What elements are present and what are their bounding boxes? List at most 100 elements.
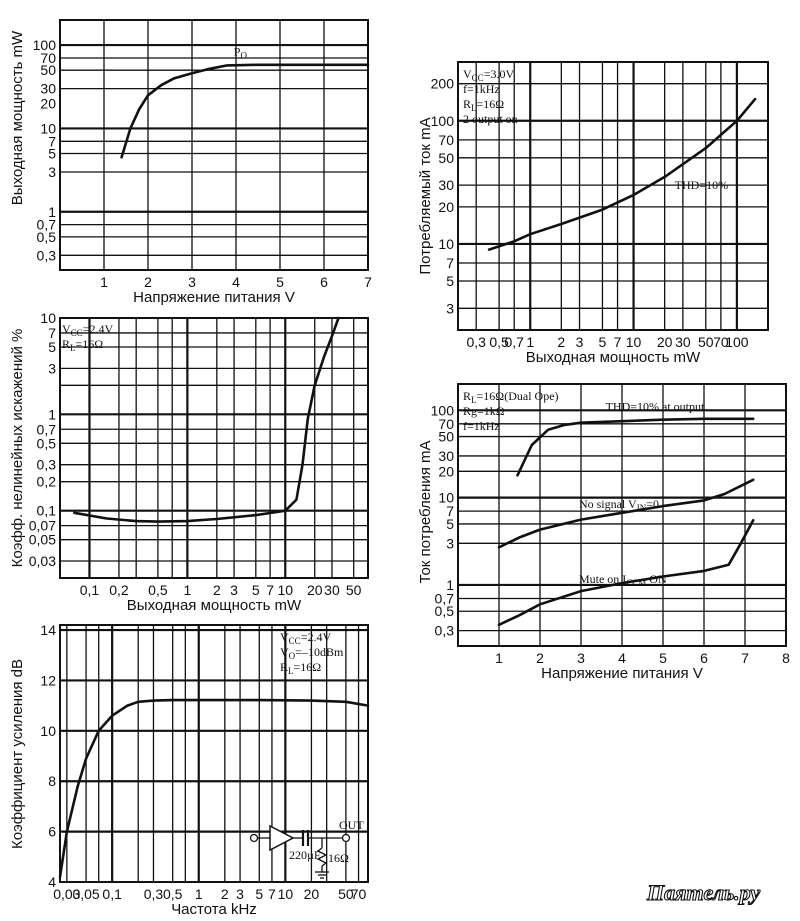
y-tick-label: 100 — [431, 113, 455, 129]
y-tick-label: 0,5 — [37, 229, 57, 245]
x-tick-label: 7 — [268, 886, 276, 902]
x-tick-label: 6 — [700, 650, 708, 666]
y-axis-title: Ток потребления mA — [417, 440, 434, 583]
y-tick-label: 0,05 — [29, 532, 56, 548]
x-tick-label: 3 — [577, 650, 585, 666]
x-axis-title: Выходная мощность mW — [526, 349, 701, 366]
plot-frame — [59, 317, 369, 579]
series-label: THD=10% at output — [606, 399, 705, 413]
series-line — [497, 519, 755, 627]
series-label: PO — [234, 44, 248, 60]
condition-note: VCC=2.4V — [62, 322, 113, 338]
resistor-symbol — [316, 847, 328, 867]
y-tick-label: 3 — [446, 535, 454, 551]
y-tick-label: 70 — [438, 416, 454, 432]
y-tick-label: 12 — [40, 672, 56, 688]
y-tick-label: 10 — [40, 120, 56, 136]
condition-note: RL=16Ω — [62, 337, 103, 353]
condition-note: Rg=1kΩ — [463, 404, 505, 418]
x-axis-title: Частота kHz — [171, 901, 257, 918]
chart-gain-vs-frequency: 0,030,05 0,1 0,3 0,5 1 2 3 5 7 10 20 5070468101214Ч… — [9, 622, 370, 918]
x-tick-label: 2 — [557, 334, 565, 350]
x-tick-label: 1 — [526, 334, 534, 350]
x-tick-label: 0,3 — [466, 334, 486, 350]
x-tick-label: 6 — [320, 274, 328, 290]
condition-note: VCC=3.0V — [463, 67, 514, 83]
x-tick-label: 0,3 — [144, 886, 164, 902]
y-tick-label: 14 — [40, 622, 56, 638]
x-tick-label: 1 — [100, 274, 108, 290]
y-tick-label: 10 — [40, 310, 56, 326]
y-tick-label: 0,2 — [37, 474, 57, 490]
condition-note: f=1kHz — [463, 82, 500, 96]
x-tick-label: 10 — [278, 886, 294, 902]
x-tick-label: 1 — [183, 582, 191, 598]
x-tick-label: 5 — [659, 650, 667, 666]
y-tick-label: 10 — [438, 236, 454, 252]
y-tick-label: 0,1 — [37, 503, 57, 519]
condition-note: 2 output on — [463, 112, 518, 126]
plot-frame — [457, 383, 787, 647]
x-tick-label: 30 — [675, 334, 691, 350]
x-tick-label: 2 — [144, 274, 152, 290]
series-line — [120, 63, 370, 159]
series-line — [73, 316, 340, 523]
x-tick-label: 0,1 — [102, 886, 122, 902]
x-tick-label: 4 — [232, 274, 240, 290]
x-tick-label: 5 — [252, 582, 260, 598]
condition-note: RL=16Ω(Dual Ope) — [463, 389, 559, 405]
y-tick-label: 0,7 — [37, 421, 57, 437]
x-tick-label: 20 — [304, 886, 320, 902]
x-axis-title: Выходная мощность mW — [127, 597, 302, 614]
x-tick-label: 50 — [338, 886, 354, 902]
x-tick-label: 7 — [614, 334, 622, 350]
y-tick-label: 4 — [48, 874, 56, 890]
x-tick-label: 30 — [324, 582, 340, 598]
x-tick-label: 10 — [277, 582, 293, 598]
output-label: OUT — [339, 818, 364, 832]
x-tick-label: 3 — [576, 334, 584, 350]
series-line — [516, 417, 755, 477]
chart-current-vs-output-power: 0,3 0,50,7 1 2 3 5 7 10 20 30 50 701003571020305070… — [417, 61, 769, 366]
y-tick-label: 3 — [446, 300, 454, 316]
series-label: No signal VIN=0 — [579, 497, 659, 513]
y-tick-label: 1 — [48, 204, 56, 220]
y-tick-label: 0,7 — [37, 217, 57, 233]
x-tick-label: 2 — [213, 582, 221, 598]
x-tick-label: 0,03 — [53, 886, 80, 902]
x-tick-label: 2 — [536, 650, 544, 666]
x-tick-label: 7 — [364, 274, 372, 290]
y-tick-label: 7 — [48, 133, 56, 149]
site-watermark: Паяmель.ру — [646, 880, 760, 905]
y-axis-title: Коэфф. нелинейных искажений % — [9, 329, 26, 568]
y-tick-label: 20 — [438, 199, 454, 215]
x-tick-label: 7 — [741, 650, 749, 666]
y-tick-label: 20 — [40, 95, 56, 111]
y-tick-label: 30 — [438, 177, 454, 193]
series-line — [487, 97, 757, 251]
x-tick-label: 100 — [725, 334, 749, 350]
chart-thd-vs-output-power: 0,1 0,2 0,5 1 2 3 5 7 10 20 30 500,030,050,070,10,2… — [9, 310, 369, 614]
y-tick-label: 10 — [40, 723, 56, 739]
y-tick-label: 7 — [446, 503, 454, 519]
y-tick-label: 1 — [48, 406, 56, 422]
plot-frame — [457, 61, 769, 331]
amplifier-symbol — [269, 824, 295, 852]
y-tick-label: 50 — [438, 150, 454, 166]
y-tick-label: 30 — [40, 81, 56, 97]
plot-frame — [59, 19, 369, 271]
y-tick-label: 5 — [48, 146, 56, 162]
x-tick-label: 0,5 — [163, 886, 183, 902]
output-terminal — [341, 833, 351, 843]
x-tick-label: 5 — [255, 886, 263, 902]
x-tick-label: 10 — [626, 334, 642, 350]
series-line — [58, 698, 370, 879]
x-tick-label: 7 — [266, 582, 274, 598]
y-tick-label: 7 — [48, 325, 56, 341]
y-tick-label: 3 — [48, 360, 56, 376]
condition-note: VO=–10dBm — [280, 645, 344, 661]
x-tick-label: 8 — [782, 650, 790, 666]
input-terminal — [249, 833, 259, 843]
x-tick-label: 0,5 — [148, 582, 168, 598]
